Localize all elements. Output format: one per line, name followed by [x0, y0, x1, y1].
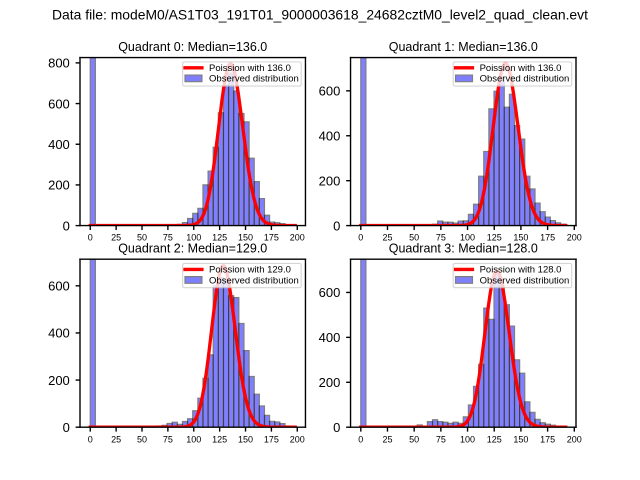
- svg-text:150: 150: [513, 434, 528, 444]
- svg-text:600: 600: [48, 96, 70, 111]
- svg-text:100: 100: [186, 434, 201, 444]
- svg-text:Observed distribution: Observed distribution: [480, 275, 570, 286]
- svg-text:125: 125: [487, 434, 502, 444]
- svg-text:600: 600: [319, 84, 341, 99]
- svg-text:200: 200: [290, 233, 305, 243]
- svg-text:200: 200: [319, 375, 341, 390]
- svg-text:600: 600: [48, 279, 70, 294]
- svg-text:400: 400: [48, 326, 70, 341]
- svg-text:50: 50: [137, 434, 147, 444]
- svg-text:600: 600: [319, 285, 341, 300]
- svg-text:0: 0: [88, 434, 93, 444]
- svg-text:175: 175: [264, 233, 279, 243]
- svg-text:Observed distribution: Observed distribution: [209, 74, 299, 85]
- svg-text:Observed distribution: Observed distribution: [209, 275, 299, 286]
- svg-text:Poission with 136.0: Poission with 136.0: [480, 63, 562, 74]
- svg-text:25: 25: [382, 434, 392, 444]
- svg-text:50: 50: [137, 233, 147, 243]
- svg-text:Quadrant 0: Median=136.0: Quadrant 0: Median=136.0: [118, 40, 267, 54]
- svg-text:800: 800: [48, 56, 70, 71]
- svg-text:200: 200: [567, 233, 582, 243]
- svg-text:200: 200: [567, 434, 582, 444]
- svg-text:0: 0: [63, 218, 70, 233]
- svg-text:100: 100: [460, 233, 475, 243]
- svg-text:25: 25: [382, 233, 392, 243]
- svg-text:400: 400: [48, 137, 70, 152]
- svg-text:75: 75: [436, 434, 446, 444]
- svg-text:0: 0: [88, 233, 93, 243]
- svg-text:100: 100: [186, 233, 201, 243]
- svg-text:Poission with 128.0: Poission with 128.0: [480, 265, 562, 276]
- svg-text:200: 200: [319, 173, 341, 188]
- svg-text:175: 175: [264, 434, 279, 444]
- svg-text:150: 150: [513, 233, 528, 243]
- svg-text:125: 125: [212, 233, 227, 243]
- svg-text:Poission with 136.0: Poission with 136.0: [209, 63, 291, 74]
- svg-text:50: 50: [409, 434, 419, 444]
- svg-text:0: 0: [333, 420, 340, 435]
- svg-text:200: 200: [290, 434, 305, 444]
- svg-text:0: 0: [358, 233, 363, 243]
- svg-text:25: 25: [111, 233, 121, 243]
- svg-text:125: 125: [487, 233, 502, 243]
- svg-text:Quadrant 3: Median=128.0: Quadrant 3: Median=128.0: [389, 242, 538, 256]
- svg-text:Observed distribution: Observed distribution: [480, 74, 570, 85]
- svg-text:0: 0: [63, 420, 70, 435]
- svg-text:0: 0: [333, 218, 340, 233]
- svg-text:Data file: modeM0/AS1T03_191T0: Data file: modeM0/AS1T03_191T01_90000036…: [52, 7, 588, 23]
- svg-text:75: 75: [436, 233, 446, 243]
- svg-text:400: 400: [319, 330, 341, 345]
- svg-text:175: 175: [540, 233, 555, 243]
- svg-text:25: 25: [111, 434, 121, 444]
- svg-text:Quadrant 2: Median=129.0: Quadrant 2: Median=129.0: [118, 242, 267, 256]
- svg-text:50: 50: [409, 233, 419, 243]
- svg-text:Poission with 129.0: Poission with 129.0: [209, 265, 291, 276]
- svg-text:200: 200: [48, 178, 70, 193]
- svg-text:Quadrant 1: Median=136.0: Quadrant 1: Median=136.0: [389, 40, 538, 54]
- svg-text:150: 150: [238, 233, 253, 243]
- svg-text:200: 200: [48, 373, 70, 388]
- svg-text:400: 400: [319, 128, 341, 143]
- svg-text:150: 150: [238, 434, 253, 444]
- svg-text:125: 125: [212, 434, 227, 444]
- svg-text:175: 175: [540, 434, 555, 444]
- svg-text:100: 100: [460, 434, 475, 444]
- svg-text:75: 75: [163, 434, 173, 444]
- svg-text:75: 75: [163, 233, 173, 243]
- svg-text:0: 0: [358, 434, 363, 444]
